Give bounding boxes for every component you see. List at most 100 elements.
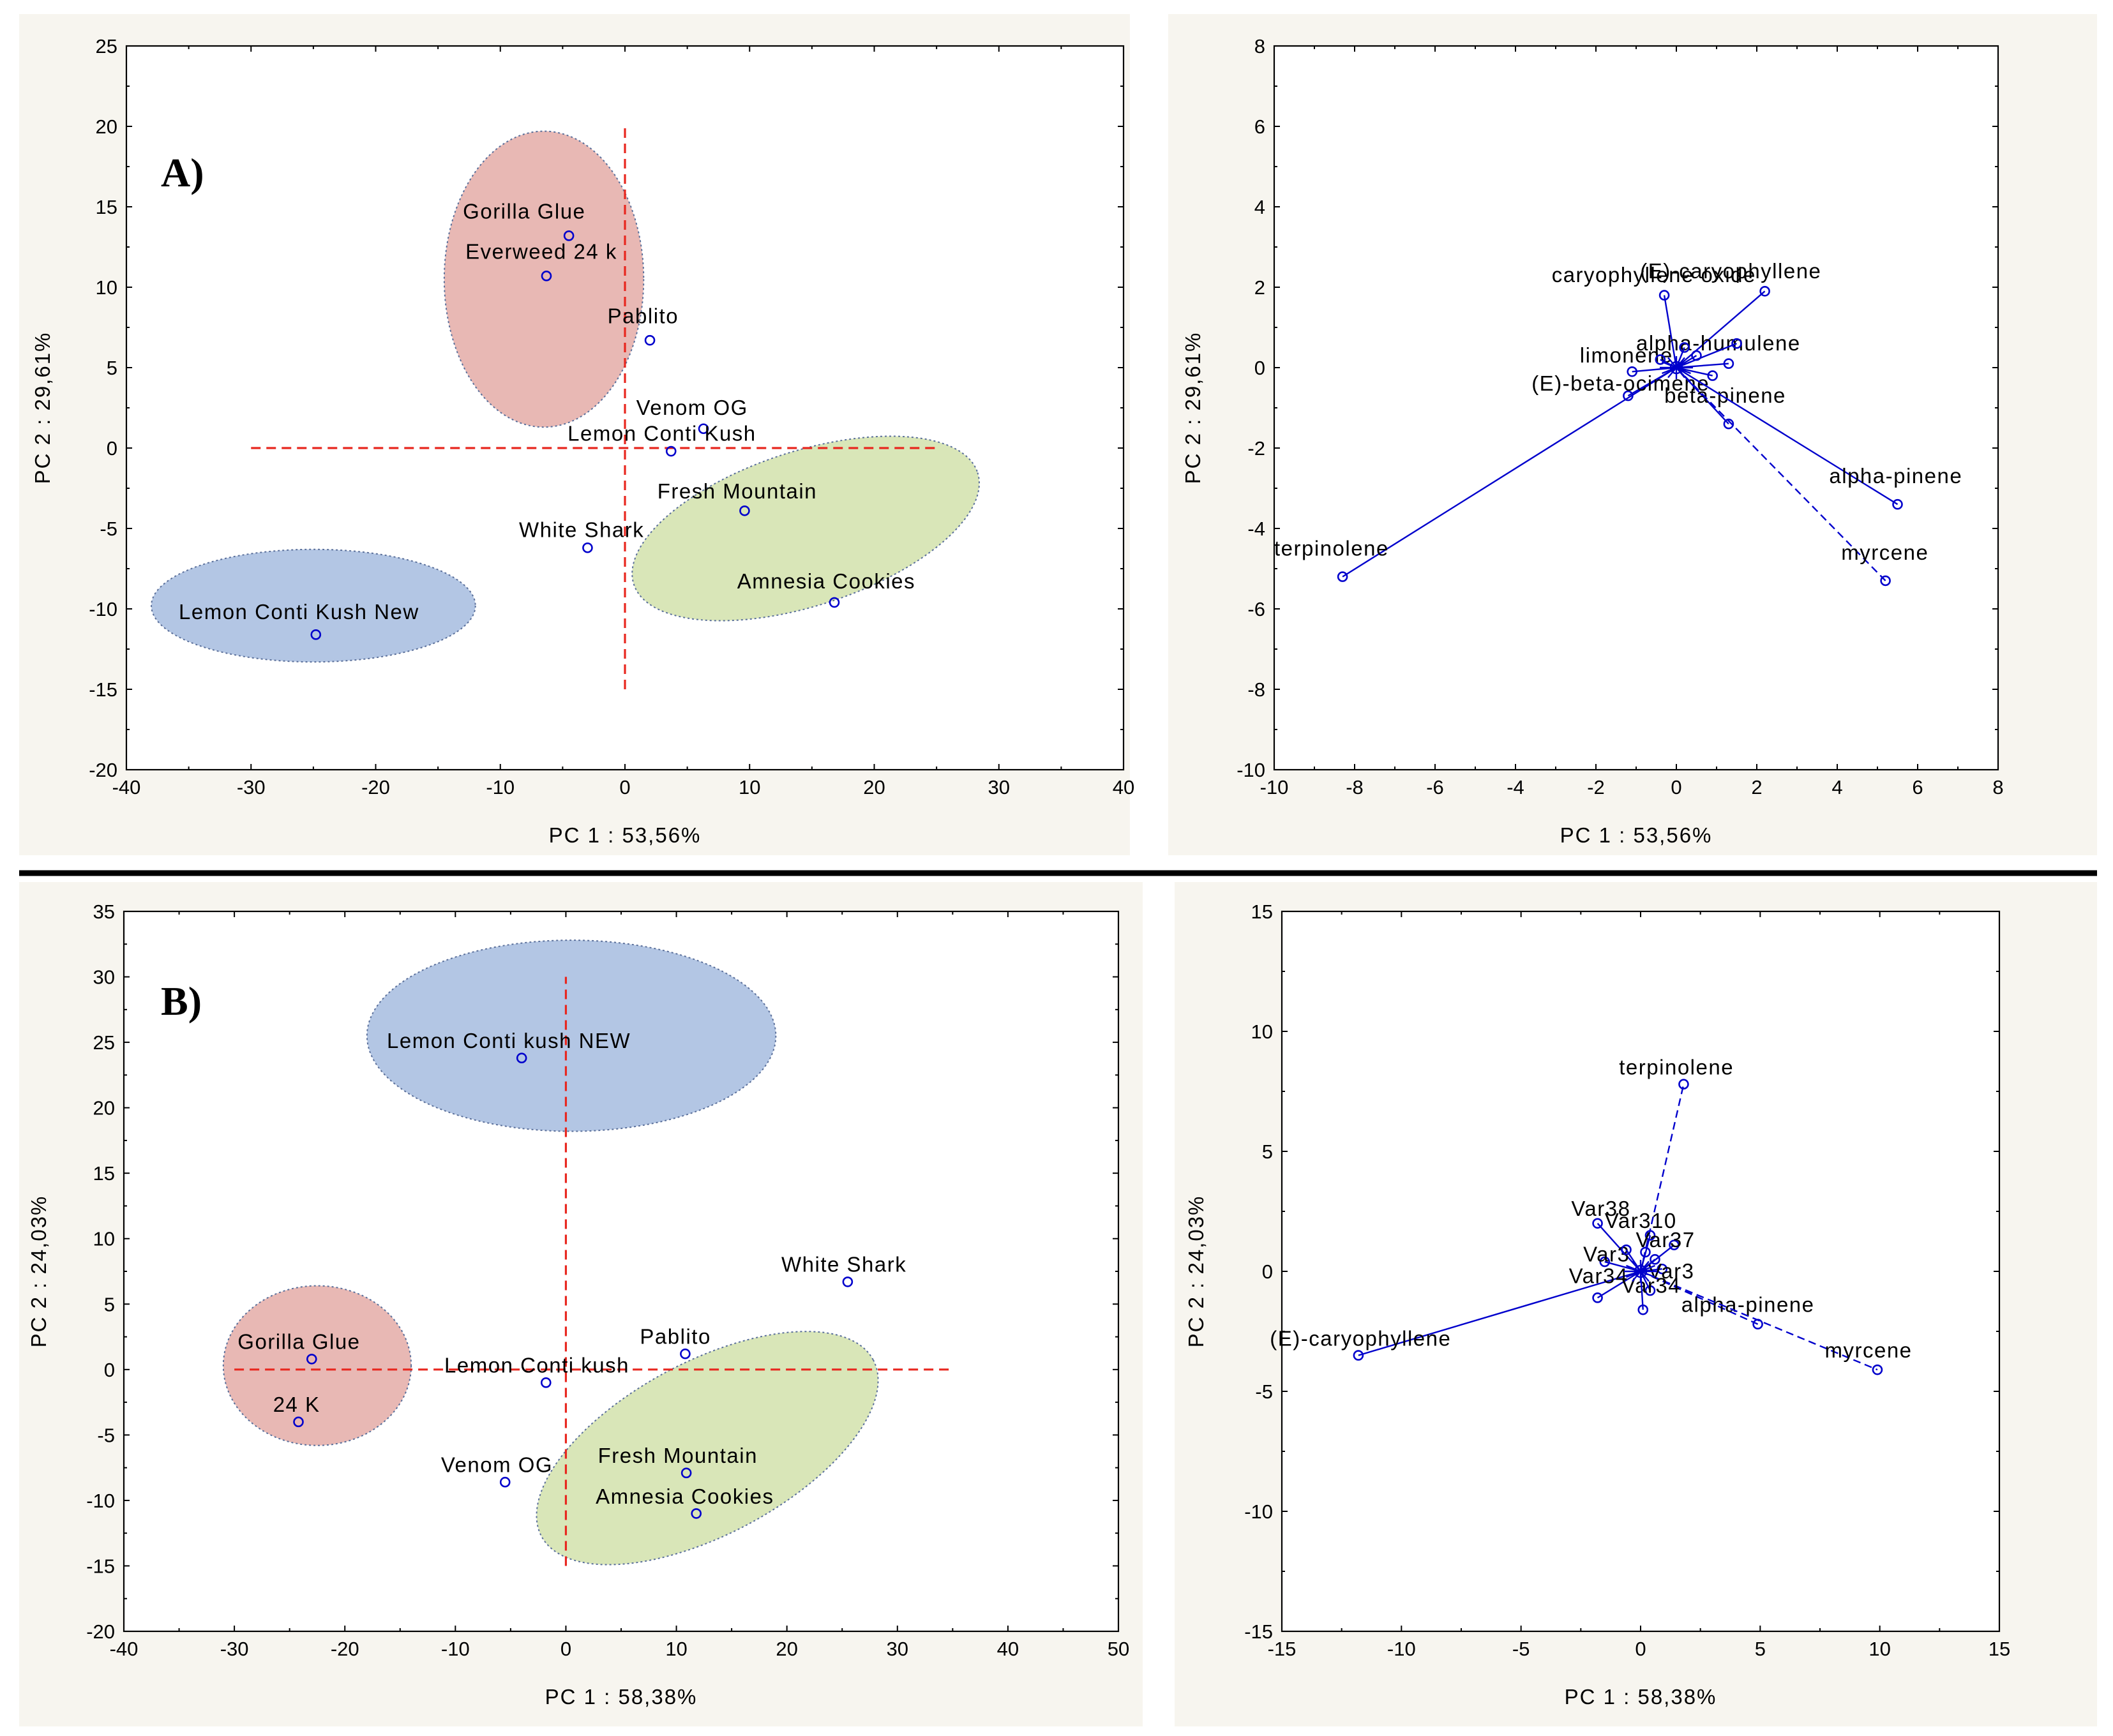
loading-vector-unlabeled-14 [1639,1252,1646,1272]
loading-point-myrcene [1872,1364,1883,1375]
x-tick-label: -10 [1260,776,1289,798]
y-tick-label: 5 [104,1293,115,1315]
loading-point-unlabeled-13 [1707,370,1718,381]
score-point-24-k [293,1416,304,1428]
loading-point-alpha-humulene [1723,358,1734,370]
y-tick-label: -15 [86,1555,115,1577]
x-tick-label: -6 [1426,776,1444,798]
x-tick-label: 10 [665,1638,687,1660]
y-tick-label: -20 [89,759,117,781]
x-tick-label: 30 [988,776,1010,798]
score-label-gorilla-glue: Gorilla Glue [237,1330,360,1354]
y-tick-label: -10 [1244,1500,1273,1523]
y-axis-label: PC 2 : 24,03% [27,1195,50,1348]
score-label-white-shark: White Shark [519,518,644,542]
y-tick-label: -8 [1247,678,1265,701]
score-point-venom-og [499,1476,511,1488]
x-tick-label: -15 [1268,1638,1297,1660]
loading-vector-e-caryophyllene [1676,290,1766,368]
x-axis-label: PC 1 : 58,38% [1565,1685,1717,1709]
loading-point-myrcene [1880,575,1891,587]
x-tick-label: -2 [1587,776,1605,798]
loading-label-var310: Var310 [1605,1209,1677,1232]
score-point-lemon-conti-kush [665,445,677,457]
loading-point-var3 [1599,1256,1611,1268]
x-tick-label: 15 [1989,1638,2010,1660]
y-tick-label: 5 [107,357,117,379]
loading-point-unlabeled-12 [1655,354,1666,365]
x-tick-label: -40 [112,776,141,798]
score-point-pablito [680,1348,691,1359]
origin-cluster-line [1662,361,1677,369]
loading-vector-e-caryophyllene [1358,1270,1641,1356]
x-tick-label: -4 [1507,776,1524,798]
loading-point-unlabeled-12 [1650,1253,1660,1265]
y-tick-label: 10 [93,1228,115,1250]
loading-label-e-beta-ocimene: (E)-beta-ocimene [1531,371,1710,395]
y-tick-label: 15 [96,196,117,218]
loading-point-var37 [1669,1239,1680,1250]
loading-point-var310 [1644,1230,1656,1241]
loading-vector-var34 [1597,1270,1641,1299]
score-point-fresh-mountain [739,505,750,516]
cluster-ellipse [536,1331,879,1566]
origin-cluster-line [1640,1270,1655,1278]
y-tick-label: -15 [1244,1620,1273,1643]
x-tick-label: 4 [1831,776,1842,798]
score-point-white-shark [842,1276,853,1287]
y-tick-label: 6 [1254,116,1265,138]
loading-point-e-caryophyllene [1353,1350,1364,1361]
y-tick-label: -20 [86,1620,115,1643]
y-tick-label: -5 [97,1424,115,1446]
panel-b-loading-plot: -15 -10 -5 0 5 10 15 -15 -10 -5 0 5 10 15 PC 1 : 58,38… [1184,901,2010,1709]
loading-point-var34 [1592,1292,1603,1303]
y-tick-label: 20 [93,1097,115,1119]
score-label-gorilla-glue: Gorilla Glue [463,200,585,223]
loading-point-unlabeled-13 [1621,1244,1632,1255]
loading-label-alpha-pinene: alpha-pinene [1829,464,1962,488]
loading-label-beta-pinene: beta-pinene [1664,384,1786,407]
y-axis-label: PC 2 : 29,61% [1181,332,1205,484]
score-label-amnesia-cookies: Amnesia Cookies [596,1485,774,1508]
x-tick-label: 0 [619,776,630,798]
score-point-gorilla-glue [563,230,575,241]
loading-label-myrcene: myrcene [1824,1338,1912,1362]
loading-point-var34 [1644,1285,1656,1296]
x-tick-label: 30 [887,1638,908,1660]
loading-point-terpinolene [1337,571,1348,582]
cluster-ellipse [222,1285,412,1446]
score-label-amnesia-cookies: Amnesia Cookies [737,569,915,593]
x-tick-label: -5 [1512,1638,1530,1660]
origin-point [1634,1264,1648,1278]
loading-point-var3 [1657,1263,1668,1275]
origin-point [1669,361,1683,375]
loading-point-unlabeled-9 [1731,338,1742,349]
y-tick-label: -4 [1247,518,1265,540]
score-point-lemon-conti-kush-new [310,629,322,640]
loading-label-terpinolene: terpinolene [1274,537,1389,560]
y-tick-label: 0 [104,1359,115,1381]
score-label-venom-og: Venom OG [636,396,748,419]
loading-label-e-caryophyllene: (E)-caryophyllene [1640,259,1821,283]
x-tick-label: -30 [237,776,266,798]
loading-vector-terpinolene [1342,366,1677,578]
x-axis-label: PC 1 : 53,56% [549,823,702,847]
score-label-pablito: Pablito [608,304,679,327]
y-tick-label: 30 [93,966,115,989]
x-tick-label: -10 [1387,1638,1416,1660]
score-label-lemon-conti-kush: Lemon Conti Kush [568,421,756,445]
x-tick-label: 10 [739,776,760,798]
x-tick-label: -20 [361,776,390,798]
y-axis-label: PC 2 : 24,03% [1184,1195,1208,1348]
loading-vector-terpinolene [1639,1084,1685,1272]
x-tick-label: 5 [1755,1638,1766,1660]
loading-point-alpha-pinene [1892,498,1903,510]
loading-point-var38 [1592,1218,1603,1229]
score-point-white-shark [582,542,593,553]
loading-label-var34: Var34 [1621,1274,1681,1298]
y-tick-label: 35 [93,901,115,923]
x-axis-label: PC 1 : 53,56% [1560,823,1713,847]
y-tick-label: -2 [1247,437,1265,460]
loading-point-unlabeled-11 [1637,1304,1649,1315]
